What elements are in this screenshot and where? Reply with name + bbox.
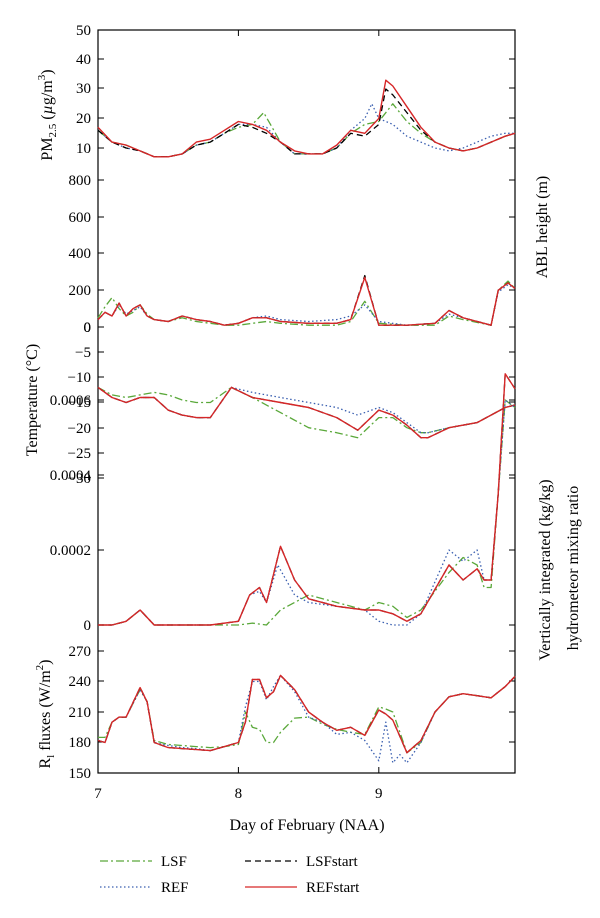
y-tick-label-pm25: 10 xyxy=(76,141,91,157)
y-tick-label-temperature: −5 xyxy=(75,345,91,361)
y-tick-label-temperature: −25 xyxy=(68,446,91,462)
tick-layer: 10 20 30 40 50 0 200 400 600 800 0 −5 −10 −15 −20 −25 −3… xyxy=(50,23,515,802)
series-ref-hydrometeor xyxy=(98,399,516,626)
series-lsfstart-abl xyxy=(97,274,516,326)
series-lsf-rl_fluxes xyxy=(98,675,516,754)
y-tick-label-temperature: −15 xyxy=(68,395,91,411)
y-tick-label-pm25: 20 xyxy=(76,111,91,127)
x-axis-label: Day of February (NAA) xyxy=(229,817,384,834)
y-tick-label-rl_fluxes: 240 xyxy=(69,674,92,690)
y-tick-label-temperature: −10 xyxy=(68,370,91,386)
y-tick-label-hydrometeor: 0.0004 xyxy=(50,468,92,484)
y-tick-label-temperature: −30 xyxy=(68,471,91,487)
legend-label-ref: REF xyxy=(161,880,189,896)
y-tick-label-temperature: −20 xyxy=(68,421,91,437)
y-tick-label-rl_fluxes: 150 xyxy=(69,766,92,782)
hydrometeor-axis-label: Vertically integrated (kg/kg) hydrometeo… xyxy=(537,475,582,660)
y-tick-label-abl: 200 xyxy=(69,283,92,299)
y-tick-label-rl_fluxes: 210 xyxy=(69,705,92,721)
temperature-axis-label: Temperature (°C) xyxy=(24,344,41,456)
y-tick-label-hydrometeor: 0.0002 xyxy=(50,543,91,559)
y-tick-label-rl_fluxes: 180 xyxy=(69,735,92,751)
series-lsfstart-hydrometeor xyxy=(98,373,516,626)
series-refstart-rl_fluxes xyxy=(97,674,516,754)
pm25-axis-label: PM2.5 (µg/m3) xyxy=(36,69,59,160)
legend-label-lsfstart: LSFstart xyxy=(306,854,359,870)
legend-label-refstart: REFstart xyxy=(306,880,360,896)
series-refstart-temperature xyxy=(97,386,516,439)
series-ref-abl xyxy=(97,284,516,326)
series-refstart-pm25 xyxy=(97,79,516,158)
series-lsfstart-temperature xyxy=(97,386,516,439)
y-tick-label-abl: 0 xyxy=(84,320,92,336)
rl-fluxes-axis-label: Rl fluxes (W/m2) xyxy=(34,660,57,769)
abl-axis-label: ABL height (m) xyxy=(534,176,551,279)
y-tick-label-abl: 600 xyxy=(69,210,92,226)
series-ref-rl_fluxes xyxy=(97,674,516,764)
y-tick-label-hydrometeor: 0 xyxy=(84,618,92,634)
y-tick-label-abl: 800 xyxy=(69,173,92,189)
x-tick-label: 8 xyxy=(235,786,243,802)
y-tick-label-rl_fluxes: 270 xyxy=(69,644,92,660)
y-tick-label-hydrometeor: 0.0006 xyxy=(50,393,92,409)
series-refstart-hydrometeor xyxy=(98,373,516,626)
y-tick-label-abl: 400 xyxy=(69,246,92,262)
series-refstart-abl xyxy=(97,276,516,326)
y-tick-label-pm25: 30 xyxy=(76,81,91,97)
series-lsfstart-pm25 xyxy=(97,88,516,158)
x-tick-label: 7 xyxy=(94,786,102,802)
series-lsf-hydrometeor xyxy=(98,399,516,626)
legend: LSF LSFstart REF REFstart xyxy=(100,854,360,896)
series-lsf-abl xyxy=(97,280,516,326)
y-tick-label-temperature: 0 xyxy=(84,320,92,336)
legend-label-lsf: LSF xyxy=(161,854,187,870)
x-tick-label: 9 xyxy=(375,786,383,802)
y-tick-label-pm25: 50 xyxy=(76,23,91,39)
y-tick-label-pm25: 40 xyxy=(76,52,91,68)
series-lsf-temperature xyxy=(97,386,516,439)
series-ref-temperature xyxy=(97,386,516,434)
series-layer xyxy=(97,79,516,764)
